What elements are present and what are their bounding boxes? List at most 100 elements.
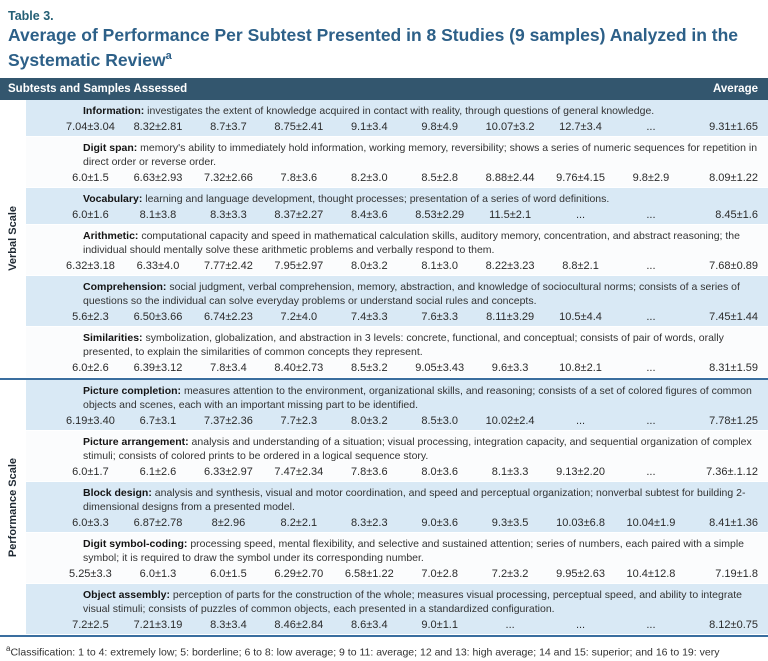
data-cell: 8.3±2.3 xyxy=(350,516,388,529)
data-cell: 8.6±3.4 xyxy=(350,618,388,631)
data-cell: 6.33±2.97 xyxy=(203,465,253,478)
data-cell: 7.47±2.34 xyxy=(274,465,324,478)
data-cell: 9.0±1.1 xyxy=(421,618,458,631)
data-cell: 6.0±1.7 xyxy=(72,465,109,478)
subtest-name: Picture arrangement: xyxy=(83,435,192,448)
data-cell: 12.7±3.4 xyxy=(559,120,602,133)
data-cell: 6.0±1.6 xyxy=(72,208,109,221)
subtest-name: Similarities: xyxy=(83,331,146,344)
average-cell: 8.45±1.6 xyxy=(715,208,758,221)
data-cell: 8.8±2.1 xyxy=(562,259,599,272)
average-cell: 7.78±1.25 xyxy=(709,414,758,427)
average-cell: 7.19±1.8 xyxy=(715,567,758,580)
table-title-footnote-marker: a xyxy=(165,50,172,62)
subtest-name: Information: xyxy=(83,104,148,117)
average-cell: 7.36±.1.12 xyxy=(706,465,758,478)
data-cell: 7.37±2.36 xyxy=(203,414,253,427)
data-cell: 7.95±2.97 xyxy=(274,259,324,272)
subtest-description: Similarities: symbolization, globalizati… xyxy=(83,331,724,358)
subtest-name: Digit symbol-coding: xyxy=(83,537,191,550)
average-cell: 8.12±0.75 xyxy=(709,618,758,631)
subtest-name: Vocabulary: xyxy=(83,192,146,205)
table-header-bar: Subtests and Samples Assessed Average xyxy=(0,77,768,100)
data-cell: ... xyxy=(646,465,656,478)
data-cell: 6.0±1.5 xyxy=(72,171,109,184)
data-cell: ... xyxy=(646,259,656,272)
data-cell: 9.76±4.15 xyxy=(556,171,605,184)
data-cell: 7.77±2.42 xyxy=(203,259,253,272)
data-cell: 8.0±3.2 xyxy=(350,414,388,427)
data-cell: 6.63±2.93 xyxy=(133,171,183,184)
subtest-description: Digit symbol-coding: processing speed, m… xyxy=(83,537,745,564)
table-title: Average of Performance Per Subtest Prese… xyxy=(8,25,758,71)
data-cell: 9.05±3.43 xyxy=(415,361,465,374)
data-cell: 8.3±3.3 xyxy=(210,208,247,221)
subtest-name: Comprehension: xyxy=(83,280,170,293)
data-cell: 10.07±3.2 xyxy=(485,120,535,133)
subtest-name: Block design: xyxy=(83,486,155,499)
data-cell: 8.37±2.27 xyxy=(274,208,324,221)
data-cell: 6.0±3.3 xyxy=(72,516,109,529)
data-cell: 10.02±2.4 xyxy=(485,414,535,427)
scale-label: Verbal Scale xyxy=(7,206,19,272)
data-cell: 5.6±2.3 xyxy=(72,310,109,323)
data-cell: 8.2±3.0 xyxy=(350,171,388,184)
data-row: 6.0±1.6 8.1±3.8 8.3±3.3 8.37±2.27 8.4±3.6 8.5… xyxy=(26,207,768,223)
data-cell: 7.6±3.3 xyxy=(421,310,458,323)
data-cell: 6.7±3.1 xyxy=(139,414,177,427)
data-cell: 7.2±4.0 xyxy=(280,310,318,323)
data-cell: 7.2±2.5 xyxy=(72,618,109,631)
data-cell: 8.7±3.7 xyxy=(210,120,247,133)
data-cell: 7.8±3.6 xyxy=(350,465,388,478)
data-cell: ... xyxy=(575,414,586,427)
data-cell: 8.22±3.23 xyxy=(485,259,535,272)
data-cell: 9.8±4.9 xyxy=(421,120,458,133)
data-cell: 7.32±2.66 xyxy=(203,171,253,184)
data-row: 7.2±2.5 7.21±3.19 8.3±3.4 8.46±2.84 8.6±3.4 9… xyxy=(26,617,768,633)
subtest-blocks: Information: investigates the extent of … xyxy=(26,99,768,378)
subtest-description: Information: investigates the extent of … xyxy=(83,104,655,117)
subtest-name: Arithmetic: xyxy=(83,229,142,242)
data-cell: 9.95±2.63 xyxy=(556,567,605,580)
data-row: 6.0±1.7 6.1±2.6 6.33±2.97 7.47±2.34 7.8±3.6 8… xyxy=(26,464,768,480)
data-cell: 8.4±3.6 xyxy=(350,208,388,221)
data-cell: 8.88±2.44 xyxy=(485,171,535,184)
data-cell: ... xyxy=(646,361,656,374)
data-cell: 8.3±3.4 xyxy=(210,618,247,631)
data-cell: ... xyxy=(646,414,656,427)
data-cell: 6.19±3.40 xyxy=(65,414,115,427)
table-body: Verbal Scale Information: investigates th… xyxy=(0,99,768,637)
data-cell: 8.1±3.0 xyxy=(421,259,458,272)
subtest-description: Picture arrangement: analysis and unders… xyxy=(83,435,752,462)
subtest-name: Picture completion: xyxy=(83,384,184,397)
subtest-block: Comprehension: social judgment, verbal c… xyxy=(26,275,768,327)
data-row: 6.19±3.40 6.7±3.1 7.37±2.36 7.7±2.3 8.0±3.2 8… xyxy=(26,413,768,429)
scale-section-divider xyxy=(0,377,768,380)
subtest-block: Object assembly: perception of parts for… xyxy=(26,583,768,635)
data-cell: 9.13±2.20 xyxy=(556,465,605,478)
subtest-block: Picture arrangement: analysis and unders… xyxy=(26,430,768,482)
data-row: 5.25±3.3 6.0±1.3 6.0±1.5 6.29±2.70 6.58±1.22… xyxy=(26,566,768,582)
data-row: 6.0±3.3 6.87±2.78 8±2.96 8.2±2.1 8.3±2.3 9.0±… xyxy=(26,515,768,531)
data-cell: 8.5±2.8 xyxy=(421,171,458,184)
header-average-label: Average xyxy=(713,82,758,95)
data-cell: 11.5±2.1 xyxy=(489,208,532,221)
average-cell: 8.31±1.59 xyxy=(709,361,758,374)
subtest-name: Digit span: xyxy=(83,141,141,154)
data-cell: 8.0±3.6 xyxy=(421,465,458,478)
section-verbal-scale: Verbal Scale Information: investigates th… xyxy=(0,99,768,378)
subtest-block: Arithmetic: computational capacity and s… xyxy=(26,224,768,276)
subtest-description: Picture completion: measures attention t… xyxy=(83,384,752,411)
data-cell: 6.33±4.0 xyxy=(136,259,180,272)
data-cell: 8.32±2.81 xyxy=(133,120,183,133)
data-cell: 8.0±3.2 xyxy=(350,259,388,272)
data-cell: 6.58±1.22 xyxy=(344,567,394,580)
data-cell: ... xyxy=(505,618,515,631)
table-number-label: Table 3. xyxy=(8,9,54,23)
subtest-block: Similarities: symbolization, globalizati… xyxy=(26,326,768,378)
data-cell: ... xyxy=(646,618,656,631)
data-cell: ... xyxy=(575,208,586,221)
data-row: 6.32±3.18 6.33±4.0 7.77±2.42 7.95±2.97 8.0±3… xyxy=(26,258,768,274)
footnote-marker: a xyxy=(6,643,11,653)
